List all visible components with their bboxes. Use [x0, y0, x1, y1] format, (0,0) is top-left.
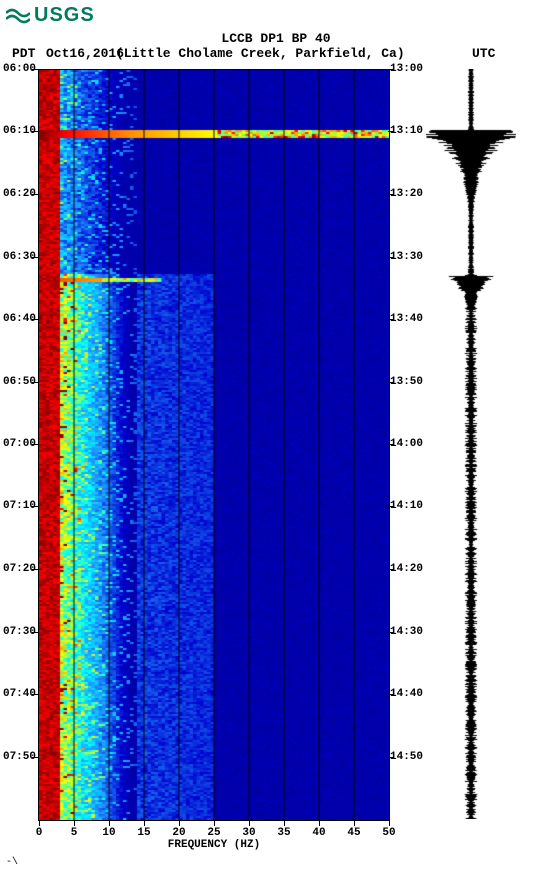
frequency-axis: FREQUENCY (HZ) 05101520253035404550: [38, 821, 390, 851]
time-tick: 14:00: [390, 438, 423, 450]
time-tick: 13:00: [390, 63, 423, 75]
freq-tick: 50: [382, 827, 395, 839]
location-label: (Little Cholame Creek, Parkfield, Ca): [116, 46, 472, 61]
pdt-label: PDT: [12, 46, 46, 61]
utc-label: UTC: [472, 46, 552, 61]
freq-tick: 20: [172, 827, 185, 839]
freq-tick: 30: [242, 827, 255, 839]
time-tick: 13:20: [390, 188, 423, 200]
time-tick: 14:30: [390, 626, 423, 638]
freq-tick: 45: [347, 827, 360, 839]
chart-subtitle: PDT Oct16,2016 (Little Cholame Creek, Pa…: [0, 46, 552, 61]
spectrogram-panel: [38, 69, 388, 821]
freq-tick: 15: [137, 827, 150, 839]
usgs-logo: USGS: [0, 0, 552, 31]
date-label: Oct16,2016: [46, 46, 116, 61]
freq-tick: 35: [277, 827, 290, 839]
footer-mark: -\: [0, 857, 552, 868]
time-tick: 13:50: [390, 376, 423, 388]
chart-title: LCCB DP1 BP 40: [0, 31, 552, 46]
time-tick: 13:30: [390, 251, 423, 263]
time-tick: 14:20: [390, 563, 423, 575]
freq-tick: 40: [312, 827, 325, 839]
freq-tick: 5: [71, 827, 78, 839]
left-time-axis: 06:0006:1006:2006:3006:4006:5007:0007:10…: [0, 69, 38, 819]
time-tick: 14:40: [390, 688, 423, 700]
spectrogram-canvas: [38, 69, 390, 821]
time-tick: 13:40: [390, 313, 423, 325]
wave-icon: [6, 7, 30, 25]
freq-tick: 0: [36, 827, 43, 839]
waveform-panel: [426, 69, 516, 821]
freq-tick: 10: [102, 827, 115, 839]
waveform-canvas: [426, 69, 516, 819]
freq-tick: 25: [207, 827, 220, 839]
usgs-text: USGS: [34, 4, 95, 27]
time-tick: 14:50: [390, 751, 423, 763]
x-axis-label: FREQUENCY (HZ): [38, 839, 390, 851]
time-tick: 14:10: [390, 500, 423, 512]
plot-area: 06:0006:1006:2006:3006:4006:5007:0007:10…: [0, 69, 552, 821]
right-time-axis: 13:0013:1013:2013:3013:4013:5014:0014:10…: [388, 69, 426, 819]
time-tick: 13:10: [390, 125, 423, 137]
